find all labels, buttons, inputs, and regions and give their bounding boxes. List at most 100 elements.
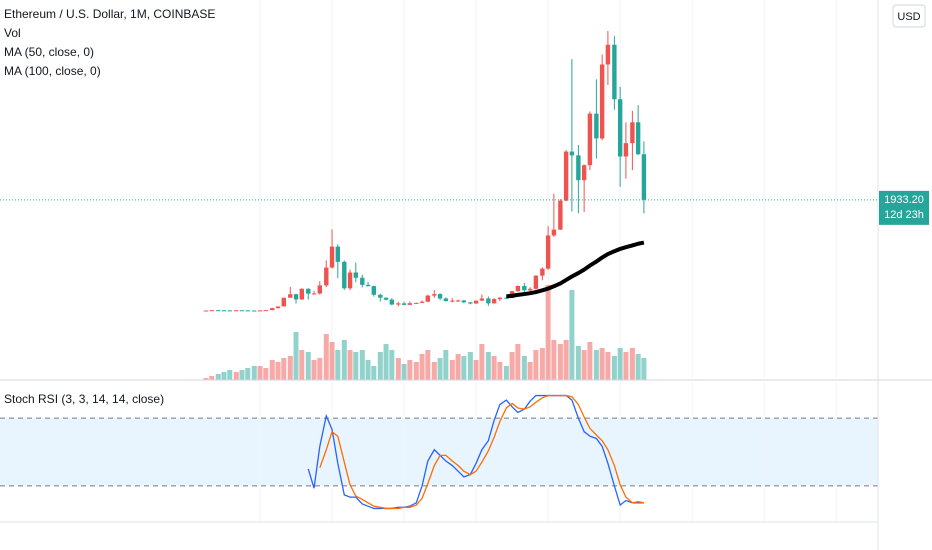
candle-body bbox=[450, 300, 455, 302]
volume-bar bbox=[611, 356, 617, 380]
candle-body bbox=[270, 308, 275, 311]
candle-body bbox=[383, 297, 389, 300]
volume-bar bbox=[515, 344, 521, 380]
volume-bar bbox=[593, 350, 599, 380]
currency-button-box[interactable] bbox=[892, 4, 926, 28]
candle-body bbox=[504, 297, 509, 299]
volume-bar bbox=[449, 360, 455, 380]
grid bbox=[0, 0, 878, 522]
candle-body bbox=[641, 154, 647, 200]
volume-bar bbox=[347, 350, 353, 380]
candle-body bbox=[630, 122, 635, 144]
candle-body bbox=[540, 268, 545, 276]
volume-bar bbox=[539, 348, 545, 380]
candle-body bbox=[533, 275, 539, 289]
candle-body bbox=[203, 310, 209, 312]
volume-bar bbox=[233, 372, 239, 380]
currency-button[interactable]: USD bbox=[892, 4, 926, 28]
candle-body bbox=[497, 297, 503, 300]
volume-bar bbox=[575, 346, 581, 380]
volume-bar bbox=[623, 352, 629, 380]
candle-body bbox=[306, 288, 311, 294]
candle-body bbox=[378, 294, 383, 298]
candle-body bbox=[576, 155, 581, 181]
volume-bar bbox=[371, 366, 377, 380]
candle-body bbox=[594, 113, 599, 139]
volume-bar bbox=[533, 350, 539, 380]
candle-body bbox=[443, 298, 449, 302]
moving-average bbox=[506, 240, 645, 299]
candle-body bbox=[360, 277, 365, 285]
volume-bar bbox=[359, 350, 365, 380]
volume-bar bbox=[491, 356, 497, 380]
candle-body bbox=[599, 64, 605, 139]
currency-button-label[interactable]: USD bbox=[897, 11, 920, 23]
volume-bar bbox=[335, 350, 341, 380]
volume-bar bbox=[437, 358, 443, 380]
candle-body bbox=[329, 246, 335, 268]
candle-body bbox=[396, 303, 401, 305]
volume-bar bbox=[563, 340, 569, 380]
volume-bar bbox=[605, 352, 611, 380]
volume-bar bbox=[365, 360, 371, 380]
candle-body bbox=[257, 310, 263, 312]
candle-body bbox=[401, 303, 407, 305]
candle-body bbox=[479, 298, 485, 301]
volume-bar bbox=[299, 350, 305, 380]
volume-bar bbox=[485, 352, 491, 380]
volume-bar bbox=[479, 344, 485, 380]
volume-bar bbox=[275, 362, 281, 380]
volume-bar bbox=[203, 378, 209, 380]
candle-body bbox=[407, 303, 413, 305]
candle-body bbox=[227, 310, 232, 312]
overlays: 1933.20 12d 23h bbox=[879, 190, 929, 225]
candle-body bbox=[437, 294, 443, 299]
volume-bar bbox=[551, 340, 557, 380]
volume-bar bbox=[569, 290, 575, 380]
candle-body bbox=[486, 298, 491, 304]
candle-body bbox=[342, 261, 347, 289]
candle-body bbox=[635, 122, 641, 155]
volume-bar bbox=[587, 342, 593, 380]
volume-bar bbox=[287, 356, 293, 380]
candle-body bbox=[221, 310, 227, 312]
volume-bar bbox=[599, 348, 605, 380]
candle-body bbox=[252, 310, 257, 312]
candle-body bbox=[281, 297, 286, 307]
volume-bar bbox=[521, 356, 527, 380]
volume-legend: Vol bbox=[4, 26, 21, 40]
volume-bar bbox=[323, 334, 329, 380]
volume-bar bbox=[239, 370, 245, 380]
volume-bar bbox=[407, 360, 413, 380]
labels: Ethereum / U.S. Dollar, 1M, COINBASE Vol… bbox=[4, 7, 215, 406]
candle-body bbox=[245, 310, 250, 312]
volume-bar bbox=[281, 358, 287, 380]
volume-bar bbox=[557, 344, 563, 380]
ma-legend: MA (50, close, 0) bbox=[4, 45, 94, 59]
volume-bar bbox=[413, 362, 419, 380]
candle-body bbox=[335, 246, 341, 262]
volume-bar bbox=[443, 350, 449, 380]
volume-bar bbox=[455, 354, 461, 380]
last-price-label: 1933.20 bbox=[884, 194, 924, 206]
volume-bar bbox=[209, 376, 215, 380]
candle-body bbox=[263, 310, 268, 312]
volume-bar bbox=[425, 350, 431, 380]
candle-body bbox=[515, 286, 521, 292]
volume-bar bbox=[635, 354, 641, 380]
candle-body bbox=[455, 300, 461, 302]
volume-bar bbox=[221, 372, 227, 380]
volume-bar bbox=[215, 374, 221, 380]
volume-bar bbox=[617, 348, 623, 380]
volume-bar bbox=[329, 342, 335, 380]
candle-body bbox=[522, 286, 527, 291]
candle-body bbox=[569, 151, 575, 156]
candle-body bbox=[617, 99, 623, 157]
candle-body bbox=[623, 143, 629, 157]
candle-body bbox=[587, 113, 593, 166]
candle-body bbox=[473, 300, 479, 304]
volume-bar bbox=[383, 344, 389, 380]
volume-bar bbox=[263, 368, 269, 380]
